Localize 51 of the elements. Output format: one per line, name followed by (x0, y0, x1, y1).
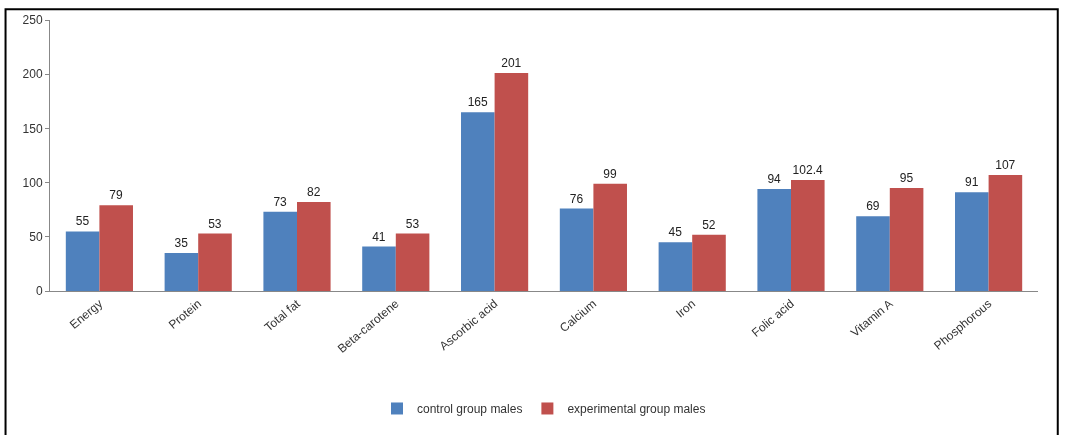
legend-label: experimental group males (567, 402, 706, 417)
data-label: 82 (306, 185, 321, 200)
y-tick-label: 50 (29, 230, 43, 244)
x-tick-label: Iron (673, 296, 698, 321)
data-label: 55 (75, 214, 90, 229)
data-label: 53 (208, 216, 222, 231)
y-tick-label: 250 (22, 13, 43, 28)
bar (658, 242, 693, 291)
bar (198, 233, 232, 291)
bar (757, 189, 791, 291)
bar (99, 205, 133, 291)
legend-label: control group males (417, 402, 523, 417)
bar (692, 234, 726, 291)
bar (395, 233, 430, 291)
data-label: 94 (767, 172, 782, 187)
bar (494, 73, 529, 291)
data-label: 102.4 (792, 163, 823, 177)
y-tick-label: 200 (22, 67, 43, 82)
data-label: 35 (174, 236, 189, 251)
bar (297, 202, 331, 291)
data-label: 73 (273, 194, 288, 209)
y-tick-label: 0 (35, 284, 43, 299)
data-label: 45 (668, 225, 683, 240)
bar (263, 211, 297, 291)
data-label: 165 (467, 95, 488, 110)
bar (559, 208, 594, 291)
data-label: 107 (995, 158, 1016, 173)
data-label: 76 (569, 191, 584, 206)
data-label: 95 (899, 171, 914, 186)
y-tick-label: 150 (22, 121, 43, 136)
bar (65, 231, 100, 291)
x-tick-label: Total fat (261, 296, 304, 335)
bar (955, 192, 989, 291)
data-label: 53 (405, 216, 420, 231)
y-tick-label: 100 (22, 175, 43, 190)
data-label: 41 (372, 229, 386, 244)
data-label: 52 (702, 217, 716, 232)
data-label: 69 (866, 199, 880, 214)
bar (791, 180, 825, 291)
bar (988, 175, 1023, 291)
data-label: 201 (501, 56, 522, 71)
bar (362, 246, 396, 291)
bar (164, 253, 199, 291)
data-label: 99 (603, 166, 618, 181)
data-label: 91 (964, 175, 979, 190)
data-label: 79 (109, 188, 124, 203)
bar (889, 188, 924, 291)
x-tick-label: Folic acid (748, 296, 797, 340)
bar (593, 183, 627, 291)
bar (461, 112, 495, 291)
bar (856, 216, 890, 291)
